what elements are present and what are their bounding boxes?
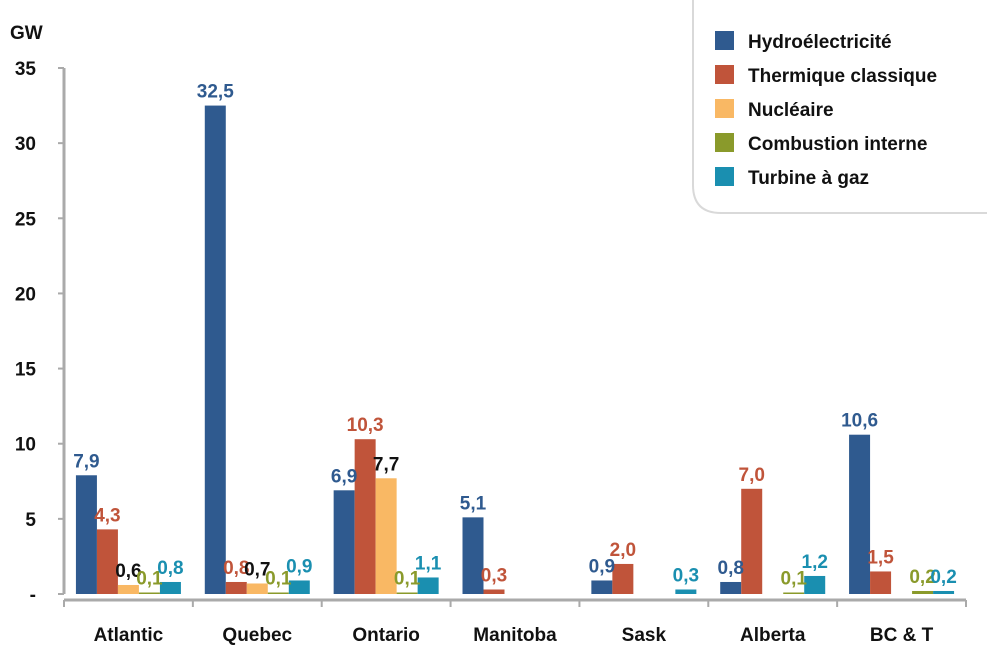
data-labels: 7,94,30,60,10,832,50,80,70,10,96,910,37,…	[73, 82, 957, 590]
y-tick-label: 15	[15, 360, 37, 381]
bar	[246, 583, 268, 594]
data-label: 10,6	[841, 411, 878, 432]
bar	[117, 584, 139, 594]
legend-swatch	[715, 31, 734, 50]
bar	[720, 581, 742, 594]
legend-swatch	[715, 99, 734, 118]
unit-label: GW	[10, 23, 43, 44]
legend-label: Turbine à gaz	[748, 168, 869, 189]
bar	[804, 575, 826, 594]
legend-label: Combustion interne	[748, 134, 927, 155]
bar	[267, 592, 289, 594]
data-label: 1,5	[867, 547, 894, 568]
legend-swatch	[715, 167, 734, 186]
data-label: 0,1	[265, 568, 292, 589]
bar	[375, 478, 397, 594]
bar	[354, 439, 376, 594]
legend-label: Nucléaire	[748, 100, 834, 121]
data-label: 0,8	[718, 558, 744, 579]
bar	[96, 529, 118, 594]
data-label: 7,7	[373, 454, 399, 475]
data-label: 4,3	[94, 505, 120, 526]
data-label: 1,2	[802, 552, 828, 573]
x-category-label: Alberta	[740, 625, 806, 646]
y-tick-label: 20	[15, 284, 36, 305]
y-tick-label: -	[30, 585, 36, 606]
legend-box	[692, 0, 987, 214]
x-axis-categories: Atlantic Quebec Ontario Manitoba Sask Alberta…	[63, 600, 967, 646]
data-label: 0,1	[394, 568, 421, 589]
bar	[288, 580, 310, 594]
bar	[849, 434, 871, 594]
bar	[933, 590, 955, 594]
axes	[62, 68, 966, 602]
y-tick-label: 30	[15, 134, 36, 155]
bar	[417, 577, 439, 594]
bar	[591, 580, 613, 594]
bar	[138, 592, 160, 594]
bar	[462, 517, 484, 594]
x-category-label: Manitoba	[473, 625, 557, 646]
y-tick-label: 35	[15, 59, 37, 80]
x-category-label: BC & T	[870, 625, 934, 646]
y-tick-label: 10	[15, 435, 36, 456]
x-category-label: Ontario	[352, 625, 420, 646]
y-tick-label: 5	[25, 510, 36, 531]
data-label: 0,9	[589, 556, 615, 577]
data-label: 7,9	[73, 451, 99, 472]
y-tick-label: 25	[15, 209, 37, 230]
data-label: 0,2	[909, 567, 935, 588]
legend-label: Thermique classique	[748, 66, 937, 87]
bar	[783, 592, 805, 594]
x-category-label: Atlantic	[94, 625, 164, 646]
bar	[870, 571, 892, 594]
bar	[204, 105, 226, 595]
bar	[225, 581, 247, 594]
bar	[675, 589, 697, 594]
data-label: 0,8	[223, 558, 249, 579]
data-label: 6,9	[331, 466, 357, 487]
x-category-label: Sask	[622, 625, 667, 646]
bar	[75, 475, 97, 594]
x-category-label: Quebec	[222, 625, 292, 646]
bar	[396, 592, 418, 594]
legend-label: Hydroélectricité	[748, 32, 892, 53]
data-label: 7,0	[739, 465, 765, 486]
bar	[483, 589, 505, 594]
data-label: 10,3	[347, 415, 384, 436]
bar	[912, 590, 934, 594]
data-label: 0,1	[781, 568, 808, 589]
legend-swatch	[715, 133, 734, 152]
y-axis-ticks: - 5 10 15 20 25 30 35	[15, 59, 64, 606]
data-label: 0,6	[115, 561, 141, 582]
legend-swatch	[715, 65, 734, 84]
bar	[612, 563, 634, 594]
data-label: 0,3	[481, 565, 507, 586]
bar	[333, 490, 355, 594]
data-label: 5,1	[460, 493, 487, 514]
bar	[741, 488, 763, 594]
data-label: 2,0	[610, 540, 636, 561]
bar	[159, 581, 181, 594]
data-label: 0,2	[930, 567, 956, 588]
data-label: 0,1	[136, 568, 163, 589]
data-label: 0,8	[157, 558, 183, 579]
data-label: 0,7	[244, 559, 270, 580]
data-label: 0,9	[286, 556, 312, 577]
legend: Hydroélectricité Thermique classique Nuclé…	[692, 0, 987, 214]
bars	[75, 105, 955, 595]
data-label: 0,3	[673, 565, 699, 586]
data-label: 1,1	[415, 553, 442, 574]
data-label: 32,5	[197, 82, 234, 103]
